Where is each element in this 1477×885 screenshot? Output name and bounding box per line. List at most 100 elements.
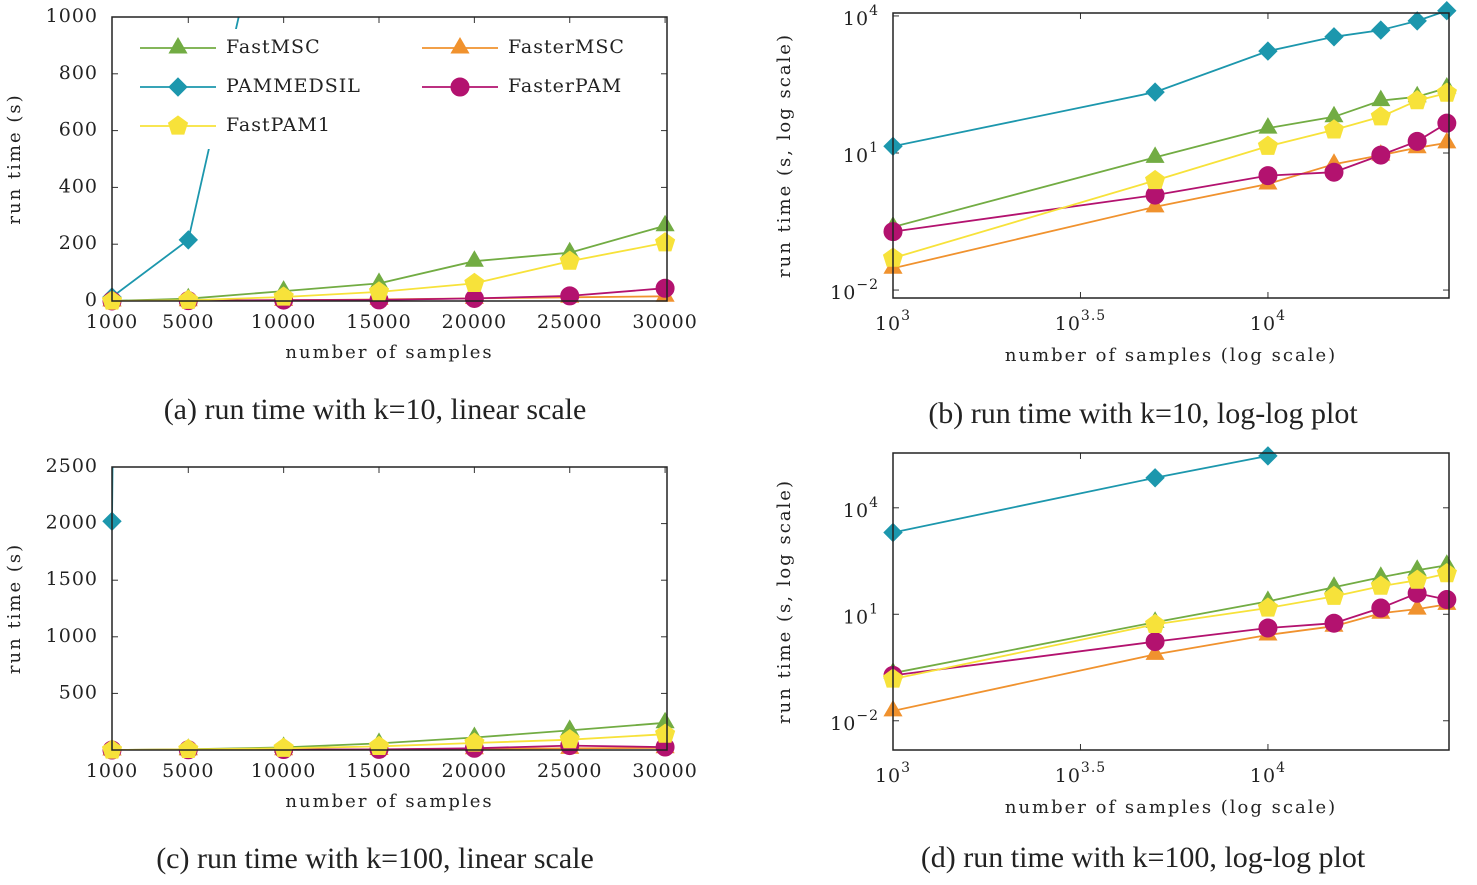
marker	[1145, 82, 1165, 102]
marker	[1145, 468, 1165, 488]
marker	[560, 286, 580, 306]
marker	[1145, 169, 1166, 190]
x-tick-label: 5000	[162, 311, 214, 333]
y-tick-label: 101	[843, 601, 879, 628]
marker	[1145, 643, 1165, 660]
x-tick-label: 1000	[86, 311, 138, 333]
plot-frame	[111, 16, 668, 302]
marker	[464, 250, 484, 267]
marker	[1258, 166, 1278, 186]
marker	[1407, 598, 1427, 615]
x-tick-label: 104	[1250, 760, 1286, 787]
x-axis-label: number of samples (log scale)	[1005, 345, 1337, 366]
y-tick-label: 2000	[46, 512, 98, 534]
y-tick-label: 10−2	[830, 708, 879, 735]
x-tick-label: 15000	[346, 760, 411, 782]
x-tick-label: 103	[875, 760, 911, 787]
y-tick-label: 101	[843, 140, 879, 167]
marker	[1407, 131, 1427, 151]
caption: (a) run time with k=10, linear scale	[164, 393, 587, 426]
x-tick-label: 10000	[251, 760, 316, 782]
plot-frame	[892, 12, 1450, 299]
x-axis-label: number of samples	[285, 791, 493, 812]
marker	[464, 732, 485, 752]
series-line	[893, 592, 1447, 677]
marker	[655, 214, 675, 232]
marker	[559, 729, 580, 749]
x-tick-label: 1000	[86, 760, 138, 782]
marker	[178, 230, 199, 250]
y-tick-label: 500	[59, 681, 98, 703]
marker	[464, 288, 484, 308]
series-line	[893, 87, 1448, 228]
marker	[168, 37, 188, 54]
marker	[1437, 131, 1457, 149]
series-line	[893, 564, 1447, 674]
marker	[1436, 562, 1457, 583]
marker	[1145, 613, 1166, 633]
marker	[1258, 41, 1278, 61]
marker	[1145, 146, 1165, 163]
marker	[1323, 119, 1345, 139]
y-axis-label: run time (s, log scale)	[774, 479, 795, 724]
marker	[655, 278, 675, 298]
marker	[464, 272, 485, 292]
marker	[1324, 613, 1344, 633]
marker	[1145, 632, 1165, 652]
marker	[1324, 162, 1344, 182]
x-tick-label: 103.5	[1055, 308, 1106, 335]
marker	[1258, 117, 1278, 134]
marker	[1371, 89, 1391, 107]
marker	[450, 77, 470, 97]
marker	[1371, 598, 1391, 618]
y-tick-label: 0	[85, 289, 98, 311]
legend-label: FasterMSC	[508, 36, 625, 58]
x-tick-label: 20000	[442, 760, 507, 782]
y-tick-label: 104	[843, 495, 879, 522]
legend-label: FastPAM1	[226, 114, 331, 136]
plot-frame	[111, 466, 668, 751]
marker	[368, 281, 390, 301]
y-tick-label: 1500	[46, 568, 98, 590]
x-tick-label: 103	[875, 308, 911, 335]
marker	[655, 723, 676, 743]
marker	[273, 737, 294, 757]
marker	[1371, 145, 1391, 165]
y-tick-label: 600	[59, 119, 98, 141]
y-axis-label: run time (s)	[4, 543, 25, 674]
x-tick-label: 5000	[162, 760, 214, 782]
marker	[1258, 618, 1278, 638]
y-tick-label: 800	[59, 62, 98, 84]
marker	[1257, 597, 1279, 617]
marker	[1323, 585, 1345, 605]
x-tick-label: 10000	[251, 311, 316, 333]
marker	[1436, 82, 1457, 102]
legend-label: FastMSC	[226, 36, 321, 58]
series-line	[112, 241, 666, 301]
marker	[1437, 590, 1457, 610]
marker	[1257, 135, 1279, 155]
plot-frame	[892, 452, 1450, 751]
legend-label: PAMMEDSIL	[226, 75, 361, 97]
x-tick-label: 30000	[632, 311, 697, 333]
y-tick-label: 104	[843, 3, 879, 30]
x-tick-label: 103.5	[1055, 760, 1106, 787]
marker	[1258, 446, 1278, 466]
marker	[178, 289, 199, 309]
series-line	[893, 13, 1443, 148]
series-line	[893, 92, 1448, 259]
marker	[1437, 113, 1457, 133]
marker	[1407, 569, 1428, 589]
marker	[655, 232, 676, 252]
series-line	[893, 122, 1448, 233]
y-tick-label: 10−2	[830, 277, 879, 304]
x-tick-label: 15000	[346, 311, 411, 333]
caption: (d) run time with k=100, log-log plot	[921, 841, 1366, 874]
series-line	[893, 572, 1447, 680]
marker	[368, 735, 390, 755]
caption: (b) run time with k=10, log-log plot	[928, 397, 1358, 430]
y-tick-label: 1000	[46, 5, 98, 27]
marker	[1437, 0, 1457, 21]
x-tick-label: 20000	[442, 311, 507, 333]
